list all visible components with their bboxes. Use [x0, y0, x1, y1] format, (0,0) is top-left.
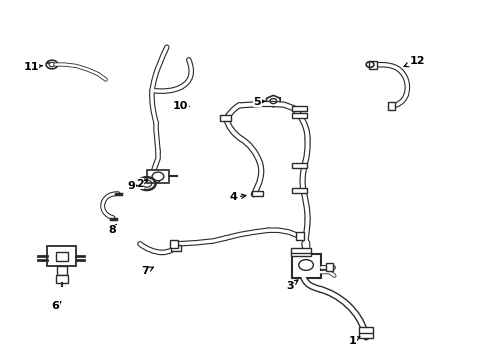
- Text: 7: 7: [141, 266, 153, 276]
- Bar: [296, 231, 304, 239]
- Text: 2: 2: [136, 179, 147, 189]
- Bar: [56, 252, 68, 261]
- Text: 5: 5: [253, 97, 265, 107]
- Bar: [293, 113, 307, 118]
- Bar: [252, 191, 263, 197]
- Polygon shape: [267, 95, 280, 107]
- Bar: [359, 327, 373, 333]
- Text: 11: 11: [23, 62, 42, 72]
- Bar: [56, 275, 68, 283]
- Text: 10: 10: [173, 102, 189, 112]
- Text: 6: 6: [51, 301, 61, 311]
- Bar: [293, 106, 307, 111]
- Bar: [359, 332, 373, 338]
- Bar: [220, 116, 231, 121]
- Bar: [293, 188, 307, 193]
- Bar: [171, 245, 180, 251]
- Bar: [293, 254, 321, 278]
- Bar: [147, 170, 169, 183]
- Bar: [170, 240, 178, 248]
- Bar: [292, 252, 311, 256]
- Text: 4: 4: [229, 192, 246, 202]
- Text: 12: 12: [404, 56, 425, 67]
- Bar: [388, 102, 395, 110]
- Bar: [293, 163, 307, 168]
- Bar: [326, 263, 333, 271]
- Bar: [47, 246, 76, 266]
- Text: 9: 9: [128, 181, 137, 191]
- Text: 1: 1: [348, 336, 360, 346]
- Bar: [57, 266, 67, 275]
- Bar: [292, 248, 311, 253]
- Bar: [369, 61, 377, 69]
- Text: 3: 3: [286, 280, 298, 291]
- Text: 8: 8: [108, 224, 117, 235]
